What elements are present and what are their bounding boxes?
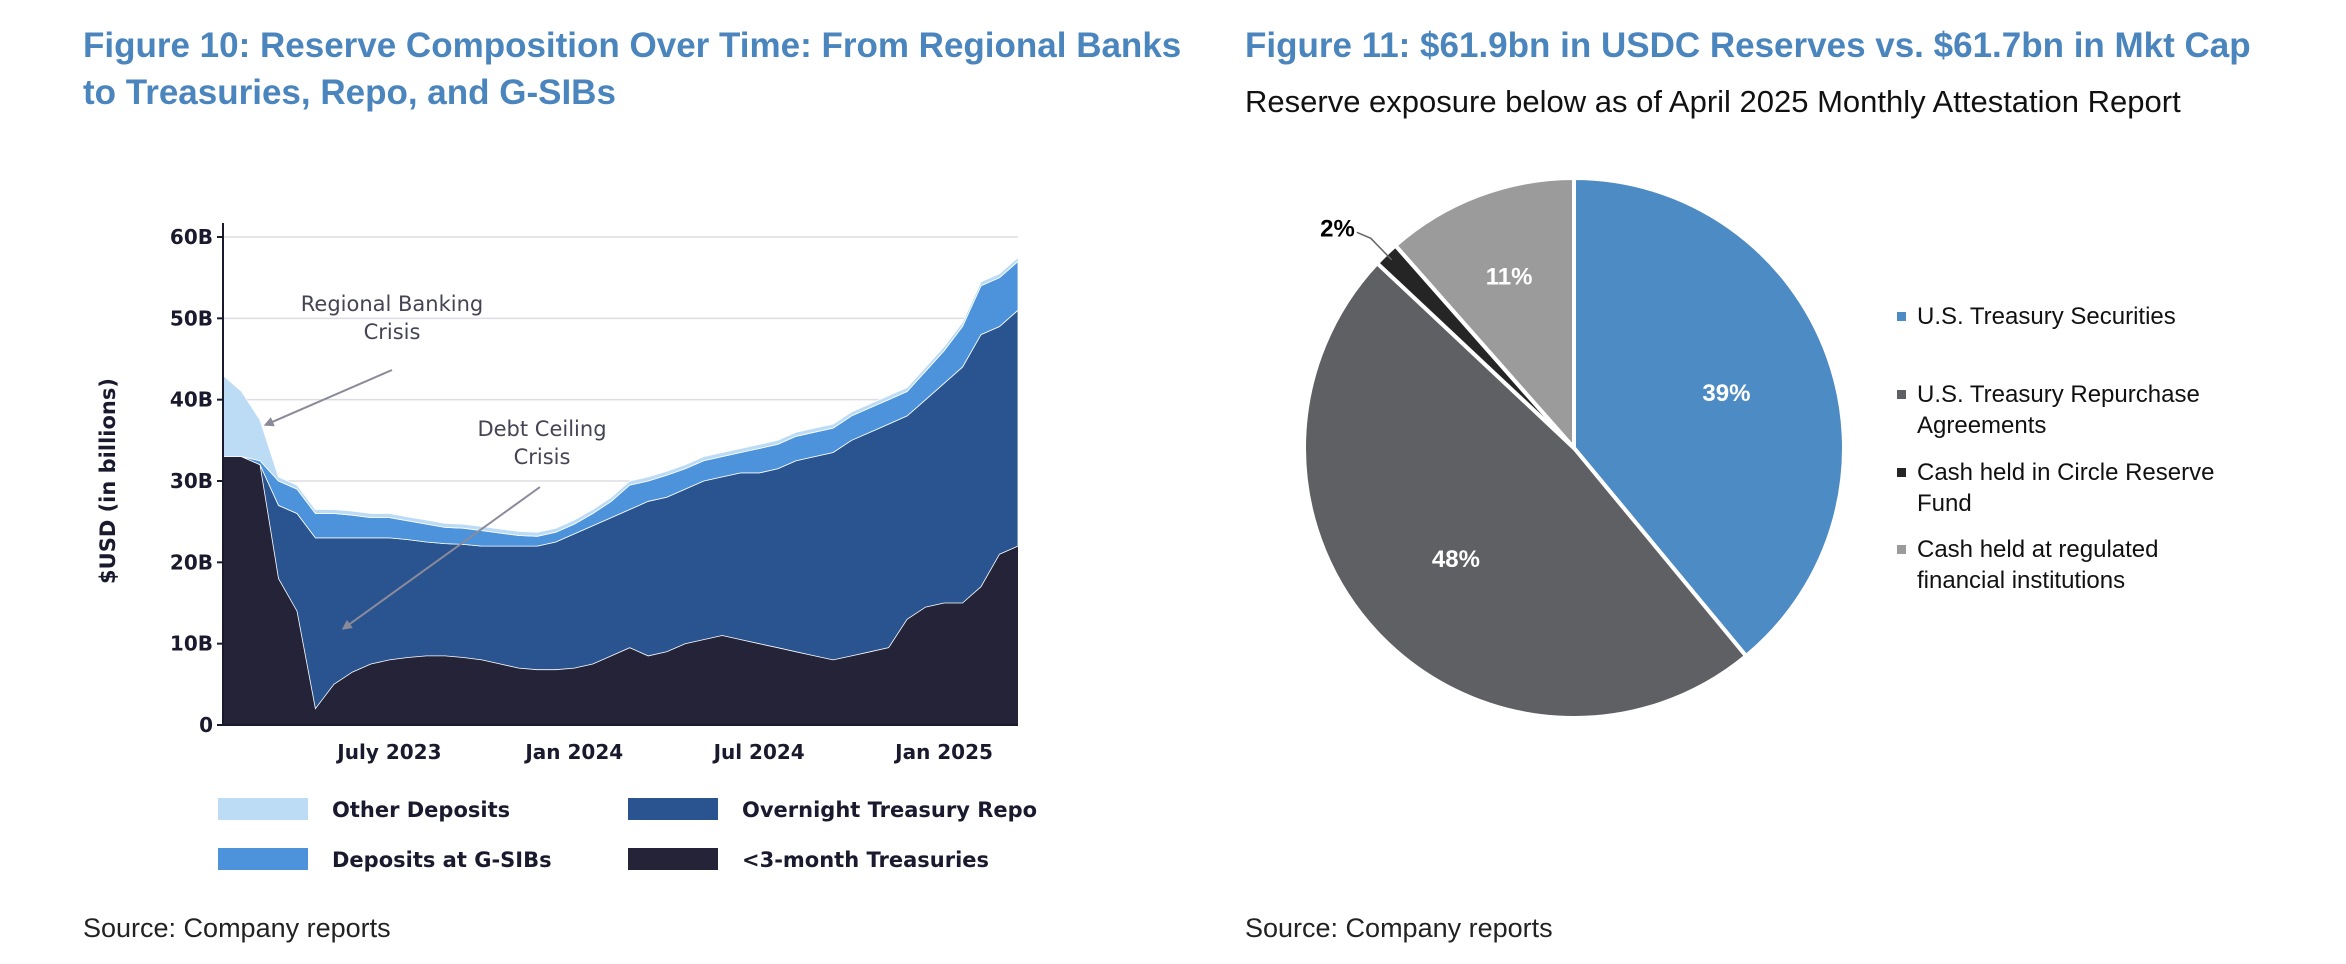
annotation-0-line-1: Crisis [364,320,421,344]
legend-label-deposits-at-g-sibs: Deposits at G-SIBs [332,848,552,872]
pie-value-label-cash-held-in-circle-reserve-fund: 2% [1320,215,1355,242]
legend-text-cash-held-at-regulated-financial-institutions-0: Cash held at regulated [1917,536,2159,563]
y-tick-label-3: 30B [170,469,213,493]
pie-value-label-u-s-treasury-securities: 39% [1702,380,1750,407]
legend-text-u-s-treasury-securities-0: U.S. Treasury Securities [1917,303,2176,330]
annotation-0-line-0: Regional Banking [301,292,484,316]
legend-text-cash-held-in-circle-reserve-fund-1: Fund [1917,490,1972,517]
legend-marker-cash-held-at-regulated-financial-institutions [1897,545,1906,554]
figure-11-subtitle: Reserve exposure below as of April 2025 … [1245,84,2181,119]
legend-swatch-deposits-at-g-sibs [218,848,308,870]
annotation-arrow-0 [263,369,393,427]
legend-label-overnight-treasury-repo: Overnight Treasury Repo [742,798,1037,822]
pie-slice-cash-held-at-regulated-financial-institutions [1393,176,1576,450]
x-tick-label-1: Jan 2024 [523,740,623,764]
legend-marker-u-s-treasury-repurchase-agreements [1897,390,1906,399]
figure-11-title: Figure 11: $61.9bn in USDC Reserves vs. … [1245,26,2251,65]
x-tick-label-0: July 2023 [335,740,441,764]
y-tick-label-6: 60B [170,225,213,249]
legend-swatch-other-deposits [218,798,308,820]
figure-10-source: Source: Company reports [83,913,391,943]
legend-marker-cash-held-in-circle-reserve-fund [1897,468,1906,477]
pie-value-label-u-s-treasury-repurchase-agreements: 48% [1432,546,1480,573]
y-tick-label-5: 50B [170,306,213,330]
y-tick-label-2: 20B [170,550,213,574]
legend-label-other-deposits: Other Deposits [332,798,510,822]
legend-text-u-s-treasury-repurchase-agreements-1: Agreements [1917,412,2046,439]
pie-leader-line-cash-held-in-circle-reserve-fund [1356,231,1393,261]
y-tick-label-4: 40B [170,388,213,412]
annotation-1-line-0: Debt Ceiling [477,417,606,441]
annotation-arrow-1 [341,486,541,630]
figure-10-title: Figure 10: Reserve Composition Over Time… [83,26,1182,112]
legend-swatch-3-month-treasuries [628,848,718,870]
y-tick-label-1: 10B [170,632,213,656]
x-tick-label-3: Jan 2025 [893,740,993,764]
x-tick-label-2: Jul 2024 [712,740,805,764]
pie-slice-u-s-treasury-securities [1572,176,1846,659]
legend-text-u-s-treasury-repurchase-agreements-0: U.S. Treasury Repurchase [1917,381,2200,408]
legend-text-cash-held-in-circle-reserve-fund-0: Cash held in Circle Reserve [1917,459,2214,486]
area-3-month-treasuries [223,456,1018,725]
annotation-1-line-1: Crisis [514,445,571,469]
y-tick-label-0: 0 [199,713,213,737]
legend-label-3-month-treasuries: <3-month Treasuries [742,848,989,872]
legend-text-cash-held-at-regulated-financial-institutions-1: financial institutions [1917,567,2125,594]
area-other-deposits [222,256,1019,537]
pie-value-label-cash-held-at-regulated-financial-institutions: 11% [1486,263,1533,290]
figure-11-source: Source: Company reports [1245,913,1553,943]
legend-marker-u-s-treasury-securities [1897,312,1906,321]
y-axis-label: $USD (in billions) [96,378,120,584]
pie-slice-u-s-treasury-repurchase-agreements [1302,261,1749,720]
legend-swatch-overnight-treasury-repo [628,798,718,820]
